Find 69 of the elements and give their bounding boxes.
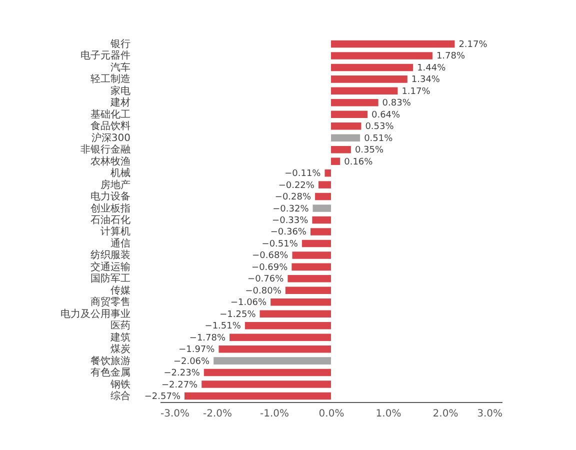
x-tick-label: 0.0% bbox=[318, 408, 344, 420]
data-label: 0.35% bbox=[354, 146, 384, 156]
y-tick-label: 纺织服装 bbox=[90, 249, 130, 262]
data-label: 0.51% bbox=[364, 134, 394, 144]
y-tick-label: 银行 bbox=[110, 38, 130, 50]
data-label: −0.68% bbox=[252, 251, 289, 262]
data-label: 1.78% bbox=[436, 52, 466, 62]
data-label: −1.25% bbox=[220, 310, 256, 320]
y-tick-label: 计算机 bbox=[100, 226, 130, 238]
y-tick-label: 有色金属 bbox=[90, 366, 130, 379]
data-label: −0.11% bbox=[284, 169, 322, 180]
y-tick-label: 轻工制造 bbox=[90, 73, 130, 86]
data-label: 2.17% bbox=[458, 40, 488, 50]
data-label: −2.06% bbox=[173, 356, 210, 367]
y-tick-label: 医药 bbox=[110, 320, 130, 332]
x-tick-label: 3.0% bbox=[477, 408, 502, 420]
data-label: −0.76% bbox=[248, 274, 284, 285]
y-tick-label: 机械 bbox=[110, 167, 130, 180]
x-tick-label: -1.0% bbox=[260, 408, 290, 420]
y-tick-label: 石油石化 bbox=[90, 214, 130, 226]
y-tick-label: 汽车 bbox=[110, 61, 130, 74]
data-label: −1.06% bbox=[230, 298, 268, 308]
y-tick-label: 餐饮旅游 bbox=[90, 354, 130, 367]
data-label: −1.78% bbox=[189, 333, 226, 344]
y-tick-label: 建筑 bbox=[110, 331, 130, 344]
y-tick-label: 电力设备 bbox=[90, 190, 130, 203]
y-tick-label: 沪深300 bbox=[91, 132, 130, 144]
data-label: −2.57% bbox=[144, 392, 181, 402]
y-tick-label: 煤炭 bbox=[110, 343, 130, 356]
data-label: 1.17% bbox=[402, 86, 431, 97]
data-label: −0.28% bbox=[274, 192, 312, 203]
data-label: 0.83% bbox=[382, 98, 412, 109]
data-label: −2.27% bbox=[161, 380, 198, 390]
data-label: −0.36% bbox=[270, 228, 307, 238]
data-label: −0.32% bbox=[272, 204, 310, 214]
data-label: −0.22% bbox=[278, 180, 315, 191]
y-tick-label: 农林牧渔 bbox=[90, 155, 130, 168]
y-tick-label: 食品饮料 bbox=[90, 120, 130, 132]
y-tick-label: 钢铁 bbox=[110, 378, 130, 390]
y-tick-label: 电子元器件 bbox=[80, 50, 130, 62]
data-label: −0.69% bbox=[252, 262, 288, 273]
y-tick-label: 综合 bbox=[110, 390, 130, 402]
data-label: 0.64% bbox=[371, 110, 401, 120]
x-tick-label: -3.0% bbox=[160, 408, 190, 420]
y-tick-label: 通信 bbox=[110, 237, 130, 250]
x-tick-label: -2.0% bbox=[202, 408, 232, 420]
data-label: 0.53% bbox=[365, 122, 394, 132]
x-tick-label: 2.0% bbox=[432, 408, 458, 420]
data-label: −0.33% bbox=[272, 216, 309, 226]
y-tick-label: 创业板指 bbox=[90, 202, 130, 214]
data-label: −1.97% bbox=[178, 345, 216, 356]
data-label: 1.34% bbox=[411, 75, 440, 86]
y-tick-label: 交通运输 bbox=[90, 260, 130, 273]
y-tick-label: 建材 bbox=[110, 96, 130, 109]
data-label: −2.23% bbox=[164, 368, 200, 379]
y-tick-label: 国防军工 bbox=[90, 272, 130, 285]
data-label: −1.51% bbox=[204, 322, 242, 332]
data-label: −0.51% bbox=[262, 239, 298, 250]
x-tick-label: 1.0% bbox=[376, 408, 402, 420]
y-tick-label: 商贸零售 bbox=[90, 296, 130, 308]
y-tick-label: 传媒 bbox=[110, 285, 130, 296]
y-tick-label: 非银行金融 bbox=[80, 144, 130, 156]
data-label: −0.80% bbox=[245, 286, 282, 296]
y-tick-label: 房地产 bbox=[100, 178, 130, 191]
y-tick-label: 家电 bbox=[110, 84, 130, 97]
data-label: 1.44% bbox=[417, 63, 446, 74]
y-tick-label: 电力及公用事业 bbox=[60, 308, 130, 320]
y-tick-label: 基础化工 bbox=[90, 108, 130, 120]
data-label: 0.16% bbox=[344, 157, 374, 168]
